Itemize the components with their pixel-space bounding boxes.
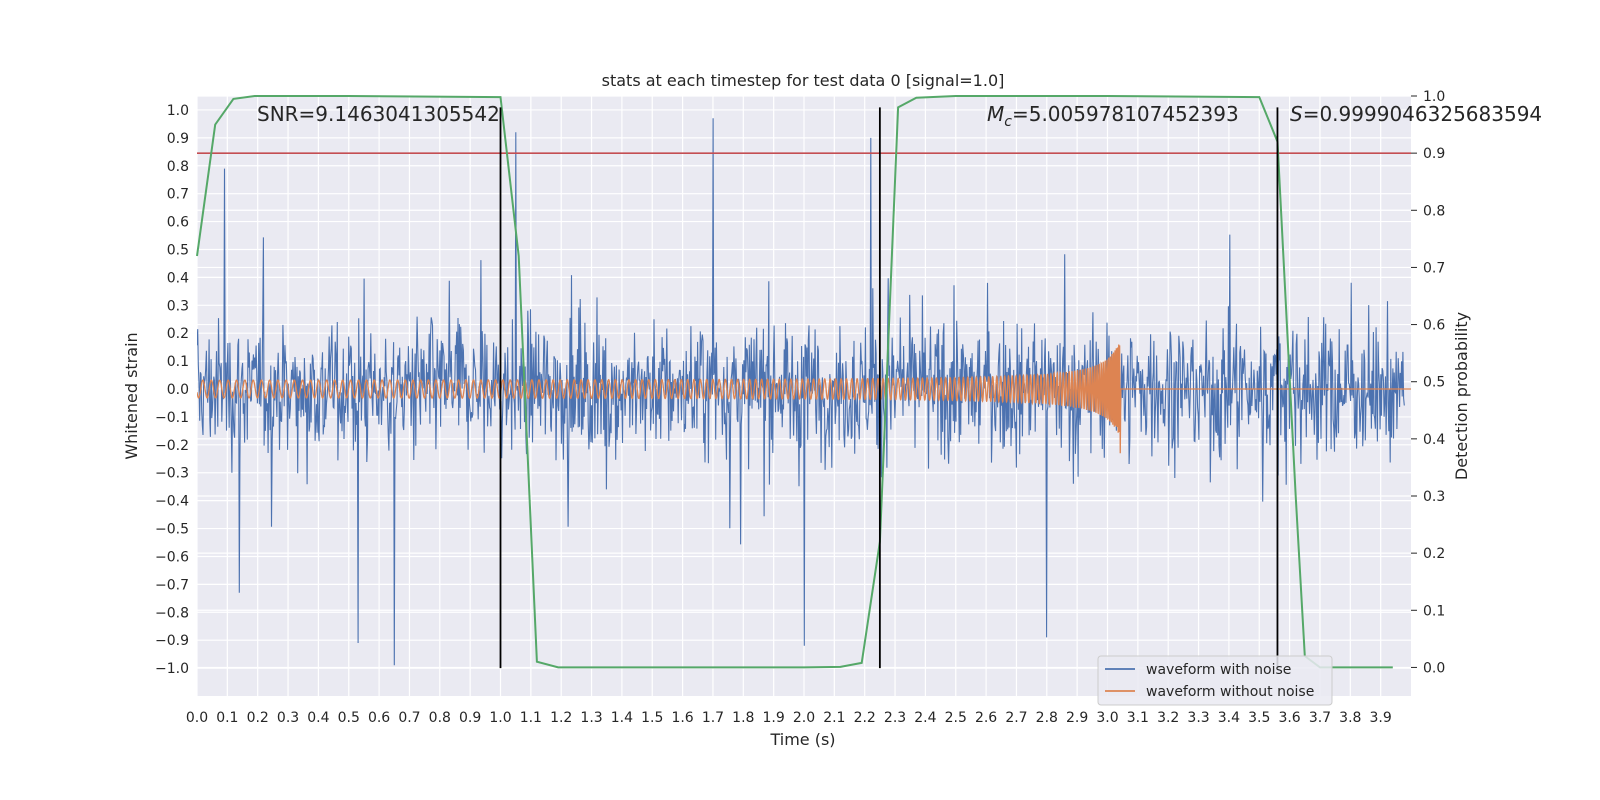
x-tick-label: 3.1	[1127, 710, 1149, 726]
x-tick-label: 1.9	[763, 710, 785, 726]
x-tick-label: 0.5	[338, 710, 360, 726]
x-tick-label: 3.6	[1278, 710, 1300, 726]
x-tick-label: 2.7	[1005, 710, 1027, 726]
x-tick-label: 1.0	[489, 710, 511, 726]
y-tick-label: 0.2	[167, 326, 189, 342]
y-tick-label: 0.5	[167, 242, 189, 258]
x-tick-label: 2.1	[823, 710, 845, 726]
x-tick-label: 0.1	[216, 710, 238, 726]
y2-tick-label: 0.2	[1423, 546, 1445, 562]
y2-tick-label: 0.4	[1423, 432, 1445, 448]
y-tick-label: 1.0	[167, 103, 189, 119]
spin-value: =0.9999046325683594	[1303, 102, 1542, 126]
x-tick-label: 3.7	[1309, 710, 1331, 726]
x-tick-label: 0.7	[398, 710, 420, 726]
x-tick-label: 0.4	[307, 710, 329, 726]
y-tick-label: −0.8	[155, 605, 189, 621]
legend-box	[1097, 655, 1333, 706]
clean-waveform-line	[197, 344, 1411, 454]
x-tick-label: 1.7	[702, 710, 724, 726]
y-tick-label: 0.4	[167, 270, 189, 286]
y-tick-label: −0.7	[155, 577, 189, 593]
y2-tick-label: 0.1	[1423, 603, 1445, 619]
y2-tick-label: 0.8	[1423, 203, 1445, 219]
y2-tick-label: 0.5	[1423, 375, 1445, 391]
chart-title: stats at each timestep for test data 0 […	[602, 71, 1005, 90]
x-tick-label: 1.5	[641, 710, 663, 726]
x-tick-label: 2.8	[1036, 710, 1058, 726]
legend: waveform with noise waveform without noi…	[1097, 655, 1333, 706]
x-tick-label: 2.5	[945, 710, 967, 726]
x-tick-label: 1.4	[611, 710, 633, 726]
series-detection-probability	[196, 95, 1393, 669]
y-tick-label: −0.1	[155, 410, 189, 426]
x-tick-label: 0.8	[429, 710, 451, 726]
chirp-mass-annotation: Mc=5.005978107452393	[987, 102, 1239, 130]
legend-label-noisy: waveform with noise	[1146, 662, 1291, 678]
y2-axis-ticks: 1.0 0.9 0.8 0.7 0.6 0.5 0.4 0.3 0.2 0.1 0.0	[1411, 89, 1445, 676]
x-axis-ticks: 0.0 0.1 0.2 0.3 0.4 0.5 0.6 0.7 0.8 0.9 1.0 1.1 1.2 1…	[186, 710, 1392, 726]
y-axis-ticks: 1.0 0.9 0.8 0.7 0.6 0.5 0.4 0.3 0.2 0.1 0.0 −0.1 −0.…	[155, 103, 189, 677]
x-tick-label: 2.0	[793, 710, 815, 726]
chirp-mass-symbol: M	[987, 102, 1004, 126]
x-axis-label: Time (s)	[769, 730, 835, 749]
x-tick-label: 3.2	[1157, 710, 1179, 726]
y2-axis-label: Detection probability	[1452, 312, 1471, 480]
y2-tick-label: 0.6	[1423, 318, 1445, 334]
y2-tick-label: 0.9	[1423, 146, 1445, 162]
y-tick-label: −0.4	[155, 494, 189, 510]
y-tick-label: −0.5	[155, 522, 189, 538]
probability-line	[196, 95, 1393, 669]
y2-tick-label: 0.3	[1423, 489, 1445, 505]
x-tick-label: 1.6	[671, 710, 693, 726]
y-tick-label: 0.1	[167, 354, 189, 370]
legend-label-clean: waveform without noise	[1146, 684, 1314, 700]
y-tick-label: −0.9	[155, 633, 189, 649]
x-tick-label: 2.4	[914, 710, 936, 726]
x-tick-label: 0.0	[186, 710, 208, 726]
series-waveform-with-noise	[197, 118, 1405, 666]
x-tick-label: 2.9	[1066, 710, 1088, 726]
x-tick-label: 1.8	[732, 710, 754, 726]
series-waveform-without-noise	[197, 344, 1411, 454]
x-tick-label: 2.6	[975, 710, 997, 726]
x-tick-label: 3.3	[1187, 710, 1209, 726]
x-tick-label: 3.0	[1096, 710, 1118, 726]
snr-annotation: SNR=9.1463041305542	[257, 102, 500, 126]
y-tick-label: 0.6	[167, 215, 189, 231]
y-axis-label: Whitened strain	[122, 332, 141, 459]
y-tick-label: −0.6	[155, 549, 189, 565]
x-tick-label: 3.8	[1339, 710, 1361, 726]
event-lines	[499, 107, 1279, 669]
noisy-waveform-line	[197, 118, 1405, 666]
y-tick-label: 0.3	[167, 298, 189, 314]
y-tick-label: 0.8	[167, 159, 189, 175]
y-tick-label: 0.9	[167, 131, 189, 147]
x-tick-label: 1.2	[550, 710, 572, 726]
x-tick-label: 3.9	[1370, 710, 1392, 726]
spin-symbol: S	[1290, 102, 1303, 126]
x-tick-label: 2.3	[884, 710, 906, 726]
y-tick-label: −1.0	[155, 661, 189, 677]
y-tick-label: 0.0	[167, 382, 189, 398]
x-tick-label: 3.5	[1248, 710, 1270, 726]
x-tick-label: 2.2	[854, 710, 876, 726]
x-tick-label: 0.3	[277, 710, 299, 726]
chirp-mass-value: =5.005978107452393	[1012, 102, 1239, 126]
y2-tick-label: 0.7	[1423, 260, 1445, 276]
chirp-mass-subscript: c	[1004, 114, 1012, 130]
y-tick-label: −0.2	[155, 438, 189, 454]
x-tick-label: 0.6	[368, 710, 390, 726]
x-tick-label: 0.9	[459, 710, 481, 726]
y-tick-label: 0.7	[167, 187, 189, 203]
spin-annotation: S=0.9999046325683594	[1290, 102, 1542, 126]
x-tick-label: 3.4	[1218, 710, 1240, 726]
y-tick-label: −0.3	[155, 466, 189, 482]
x-tick-label: 1.1	[520, 710, 542, 726]
x-tick-label: 0.2	[247, 710, 269, 726]
x-tick-label: 1.3	[580, 710, 602, 726]
y2-tick-label: 1.0	[1423, 89, 1445, 105]
y2-tick-label: 0.0	[1423, 660, 1445, 676]
